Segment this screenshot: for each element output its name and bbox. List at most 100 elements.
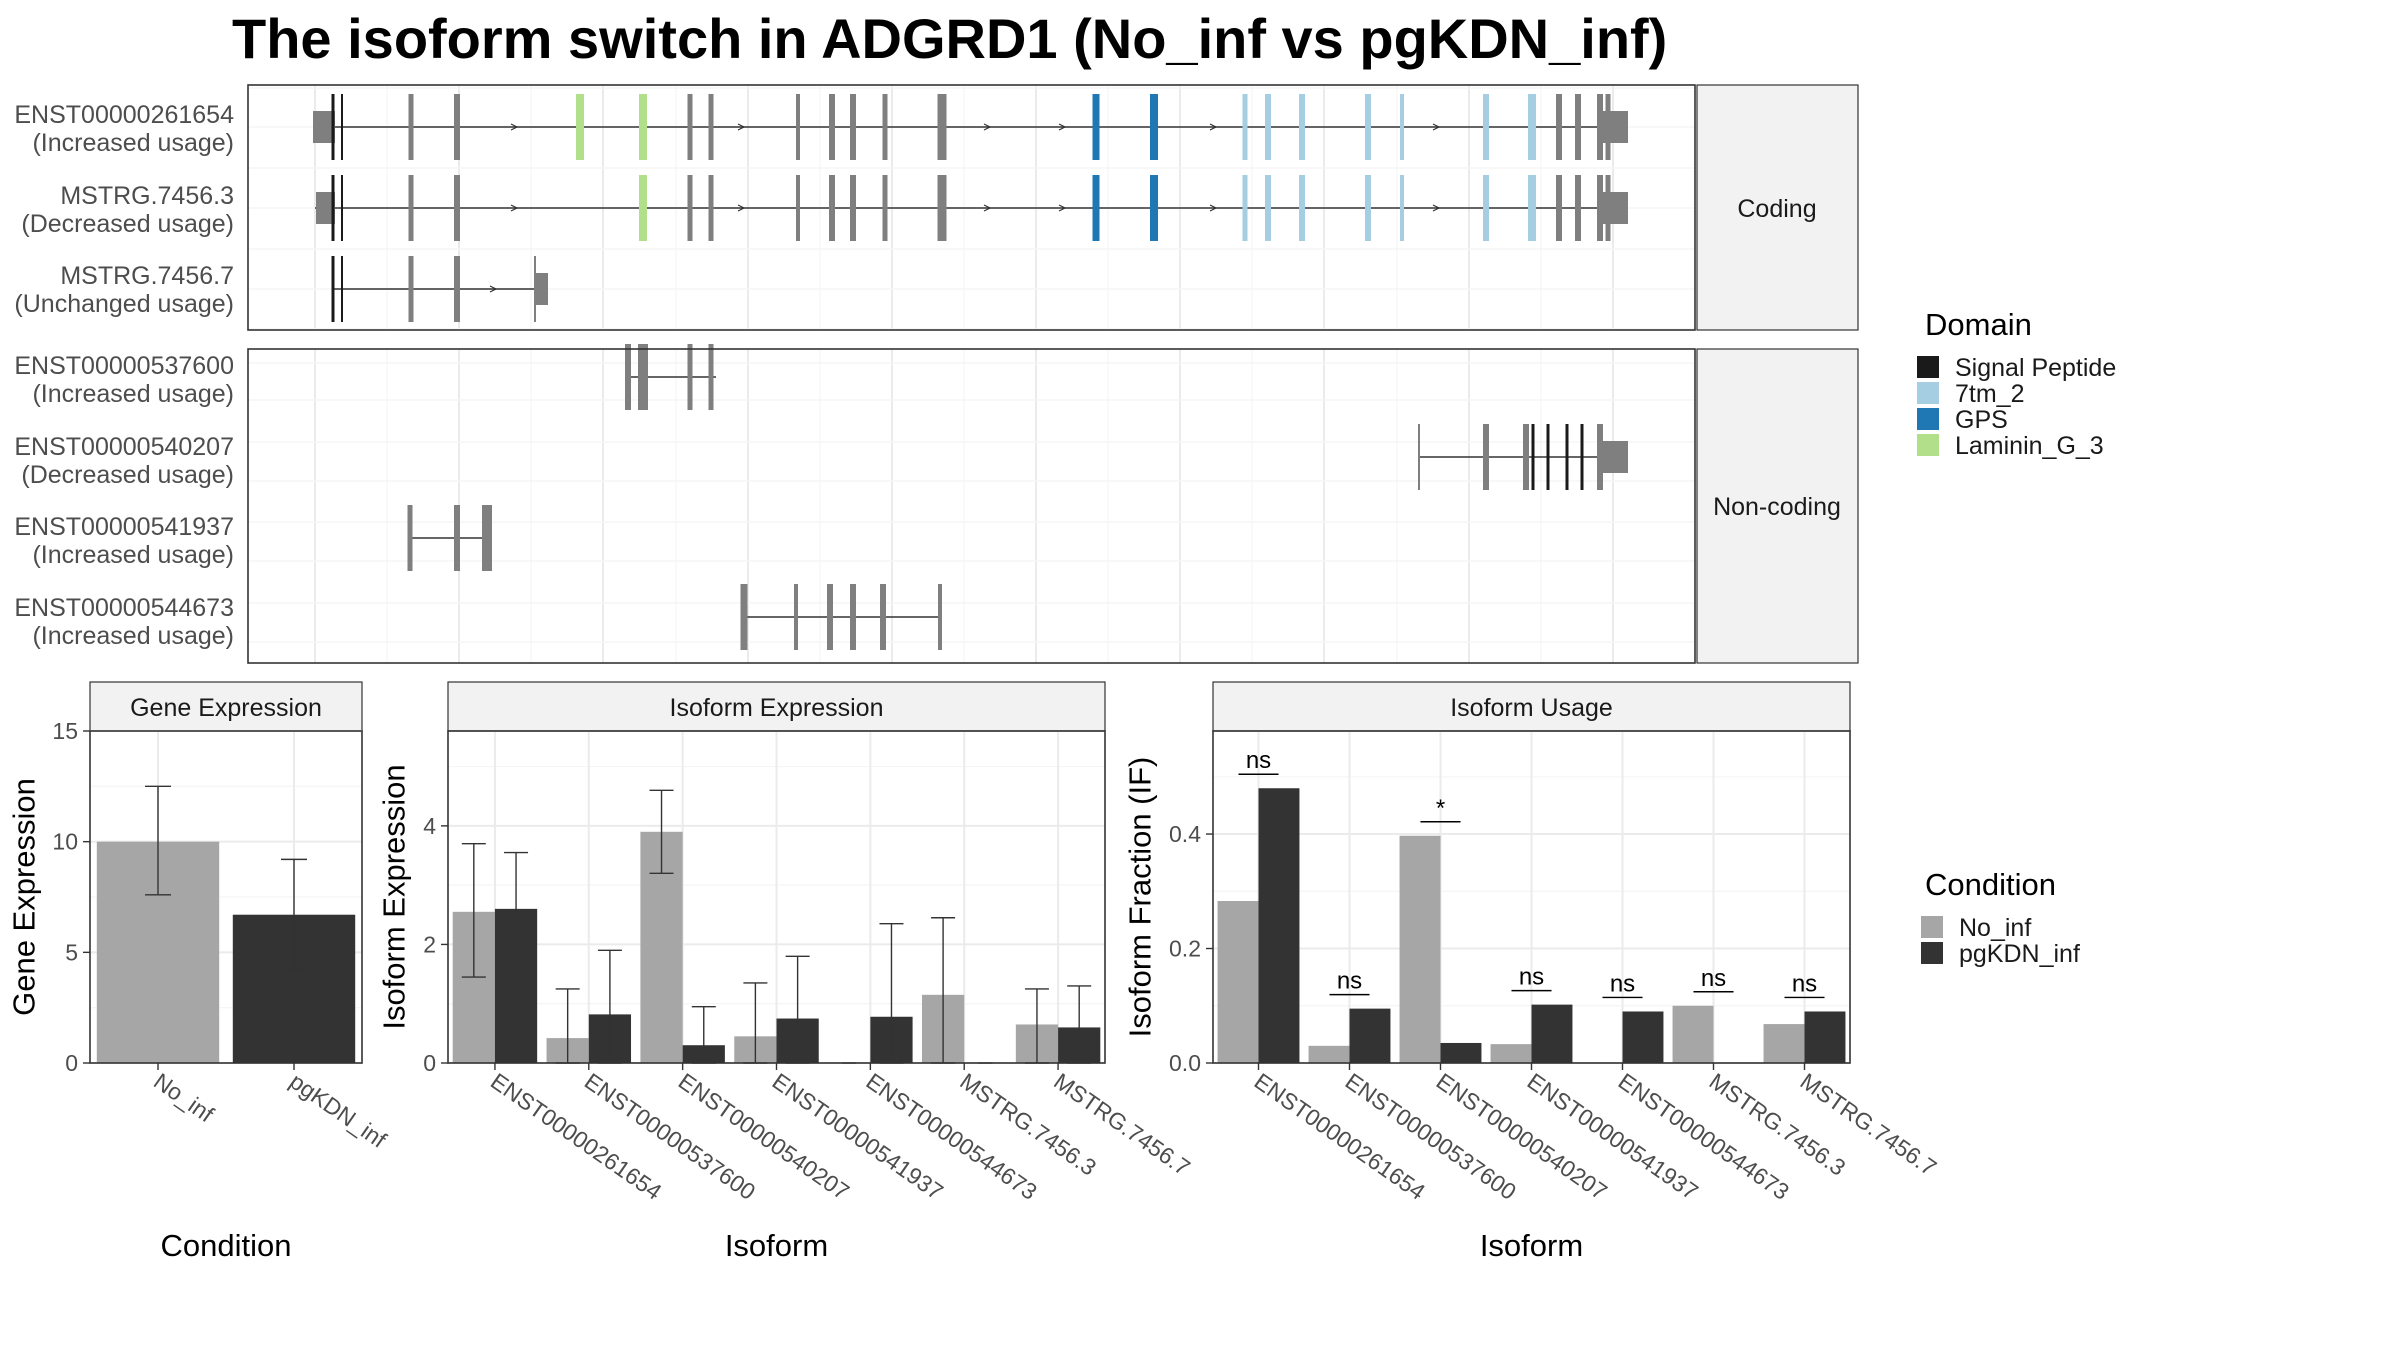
exon-block bbox=[687, 175, 693, 241]
panel-strip bbox=[447, 681, 1106, 732]
y-tick-label: 4 bbox=[423, 813, 436, 839]
y-tick-label: 0.4 bbox=[1169, 821, 1201, 847]
coding-strip bbox=[1696, 84, 1859, 331]
y-tick-label: 0.2 bbox=[1169, 936, 1201, 962]
significance-label: ns bbox=[1337, 968, 1362, 995]
isoform-label: ENST00000540207 bbox=[14, 433, 234, 461]
strand-arrow bbox=[1058, 123, 1067, 131]
x-tick-label: ENST00000544673 bbox=[1614, 1068, 1794, 1205]
exon-block bbox=[740, 584, 748, 650]
x-tick-label: ENST00000537600 bbox=[580, 1068, 760, 1205]
condition-legend-label: pgKDN_inf bbox=[1959, 940, 2080, 968]
x-tick-label: ENST00000540207 bbox=[1432, 1068, 1612, 1205]
exon-block bbox=[1597, 424, 1603, 490]
bar bbox=[1440, 1042, 1482, 1063]
bar bbox=[1763, 1024, 1805, 1063]
exon-block bbox=[1575, 175, 1581, 241]
exon-block bbox=[1556, 175, 1562, 241]
strand-arrow bbox=[510, 123, 519, 131]
y-axis-title: Isoform Fraction (IF) bbox=[1123, 757, 1158, 1038]
x-axis-title: Condition bbox=[161, 1228, 292, 1263]
domain-exon bbox=[1092, 94, 1100, 160]
domain-exon bbox=[1580, 424, 1584, 490]
utr-block bbox=[536, 273, 548, 305]
exon-block bbox=[882, 175, 888, 241]
exon-block bbox=[1597, 94, 1603, 160]
y-tick-label: 0.0 bbox=[1169, 1050, 1201, 1076]
bar bbox=[1672, 1005, 1714, 1063]
domain-legend-label: Laminin_G_3 bbox=[1955, 432, 2104, 460]
exon-block bbox=[1556, 94, 1562, 160]
y-axis-title: Gene Expression bbox=[7, 778, 42, 1016]
exon-block bbox=[1523, 424, 1529, 490]
exon-block bbox=[850, 94, 856, 160]
domain-exon bbox=[331, 175, 335, 241]
exon-block bbox=[829, 94, 835, 160]
condition-legend-swatch bbox=[1921, 942, 1943, 964]
exon-block bbox=[882, 94, 888, 160]
strand-arrow bbox=[1432, 123, 1441, 131]
panel-strip-label: Isoform Expression bbox=[670, 694, 884, 722]
isoform-label: ENST00000544673 bbox=[14, 594, 234, 622]
y-tick-label: 5 bbox=[65, 939, 78, 965]
exon-block bbox=[937, 175, 947, 241]
domain-legend-title: Domain bbox=[1925, 307, 2032, 342]
x-tick-label: ENST00000540207 bbox=[674, 1068, 854, 1205]
strand-arrow bbox=[1209, 123, 1218, 131]
domain-exon bbox=[1365, 94, 1371, 160]
strand-arrow bbox=[1432, 204, 1441, 212]
exon-block bbox=[708, 175, 714, 241]
domain-exon bbox=[331, 94, 335, 160]
domain-exon bbox=[639, 175, 647, 241]
strand-arrow bbox=[737, 204, 746, 212]
domain-exon bbox=[639, 94, 647, 160]
exon-block bbox=[850, 175, 856, 241]
coding-isoform-labels: ENST00000261654 (Increased usage) MSTRG.… bbox=[14, 101, 234, 318]
exon-block bbox=[880, 584, 886, 650]
panel-strip-label: Isoform Usage bbox=[1450, 694, 1613, 722]
domain-exon bbox=[341, 175, 343, 241]
strand-arrow bbox=[1058, 204, 1067, 212]
exon-block bbox=[687, 344, 693, 410]
domain-legend-swatch bbox=[1917, 434, 1939, 456]
x-tick-label: pgKDN_inf bbox=[285, 1068, 392, 1153]
domain-legend-label: GPS bbox=[1955, 406, 2008, 434]
domain-exon bbox=[1400, 94, 1404, 160]
isoform-usage-chart: Isoform Usage ns ns * ns ns ns ns 0.0 0.2 0.4 ENST0… bbox=[1123, 681, 1941, 1263]
utr-block bbox=[316, 192, 335, 224]
isoform-usage-label: (Unchanged usage) bbox=[14, 290, 234, 318]
significance-label: ns bbox=[1792, 970, 1817, 997]
condition-legend-title: Condition bbox=[1925, 867, 2056, 902]
exon-block bbox=[1605, 175, 1611, 241]
domain-exon bbox=[1150, 94, 1158, 160]
strand-arrow bbox=[489, 285, 498, 293]
domain-exon bbox=[1265, 94, 1271, 160]
domain-exon bbox=[1531, 424, 1535, 490]
noncoding-panel-border bbox=[247, 348, 1696, 664]
y-tick-label: 0 bbox=[423, 1050, 436, 1076]
significance-label: * bbox=[1436, 795, 1445, 822]
bar bbox=[1399, 835, 1441, 1063]
exon-block bbox=[937, 94, 947, 160]
domain-exon bbox=[1299, 175, 1305, 241]
panel-strip bbox=[89, 681, 363, 732]
bar bbox=[1349, 1008, 1391, 1063]
isoform-usage-label: (Decreased usage) bbox=[21, 210, 234, 238]
y-axis-title: Isoform Expression bbox=[377, 764, 412, 1029]
x-tick-label: ENST00000541937 bbox=[1523, 1068, 1703, 1205]
exon-block bbox=[827, 584, 833, 650]
condition-legend-label: No_inf bbox=[1959, 914, 2031, 942]
exon-block bbox=[454, 94, 460, 160]
exon-block bbox=[408, 94, 414, 160]
x-tick-label: ENST00000537600 bbox=[1341, 1068, 1521, 1205]
exon-block bbox=[625, 344, 631, 410]
domain-exon bbox=[1528, 94, 1536, 160]
noncoding-strip-label: Non-coding bbox=[1713, 493, 1841, 521]
x-tick-label: ENST00000544673 bbox=[861, 1068, 1041, 1205]
strand-arrow bbox=[737, 123, 746, 131]
